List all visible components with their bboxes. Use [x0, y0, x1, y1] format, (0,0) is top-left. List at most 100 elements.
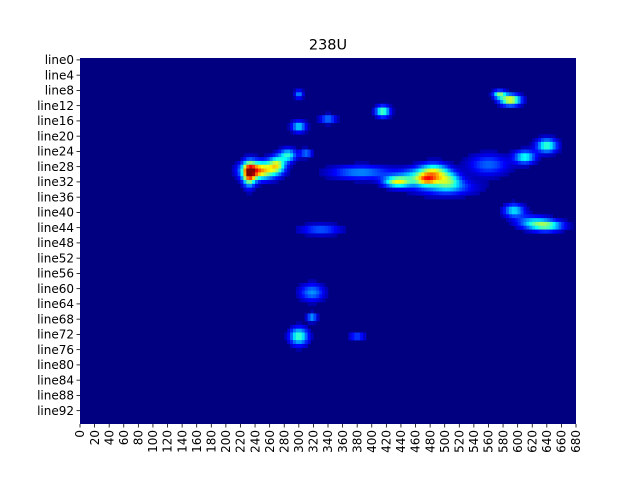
heatmap-cell [263, 157, 268, 162]
heatmap-cell [307, 282, 311, 288]
heatmap-cell [290, 164, 294, 169]
heatmap-cell [398, 180, 402, 185]
heatmap-cell [517, 99, 521, 105]
heatmap-cell [540, 145, 545, 150]
heatmap-cell [322, 168, 326, 173]
heatmap-cell [281, 176, 285, 181]
heatmap-cell [441, 180, 446, 185]
heatmap-cell [313, 221, 317, 227]
heatmap-cell [494, 172, 498, 177]
heatmap-cell [392, 180, 396, 185]
heatmap-cell [252, 180, 256, 185]
heatmap-cell [383, 103, 387, 108]
heatmap-cell [465, 183, 469, 188]
heatmap-cell [532, 145, 536, 150]
heatmap-cell [430, 176, 434, 181]
heatmap-cell [272, 172, 276, 177]
heatmap-cell [505, 99, 510, 105]
heatmap-cell [400, 180, 405, 185]
heatmap-cell [500, 210, 504, 215]
heatmap-cell [290, 160, 294, 166]
heatmap-cell [511, 221, 516, 227]
heatmap-cell [497, 176, 501, 181]
heatmap-cell [538, 229, 542, 234]
heatmap-cell [380, 107, 384, 112]
heatmap-cell [400, 187, 405, 192]
heatmap-cell [266, 164, 270, 169]
heatmap-cell [272, 153, 276, 158]
heatmap-cell [363, 160, 367, 166]
heatmap-cell [380, 164, 384, 169]
heatmap-cell [336, 115, 340, 120]
heatmap-cell [473, 183, 478, 188]
heatmap-cell [538, 214, 542, 219]
heatmap-cell [292, 157, 297, 162]
heatmap-cell [310, 149, 314, 154]
heatmap-cell [517, 225, 521, 230]
heatmap-cell [526, 145, 530, 150]
heatmap-cell [535, 225, 539, 230]
heatmap-cell [263, 153, 268, 158]
heatmap-cell [310, 229, 314, 234]
heatmap-cell [412, 180, 416, 185]
heatmap-cell [304, 149, 308, 154]
heatmap-cell [307, 294, 311, 299]
heatmap-cell [363, 168, 367, 173]
heatmap-cell [403, 164, 408, 169]
x-tick-label: 180 [204, 430, 218, 453]
heatmap-cell [307, 290, 311, 295]
heatmap-cell [298, 92, 303, 97]
heatmap-cell [287, 168, 291, 173]
heatmap-cell [272, 160, 276, 166]
heatmap-cell [307, 122, 311, 127]
heatmap-cell [529, 218, 533, 223]
heatmap-cell [345, 164, 349, 169]
heatmap-cell [377, 107, 381, 112]
heatmap-cell [517, 92, 521, 97]
heatmap-cell [491, 153, 495, 158]
heatmap-cell [231, 172, 235, 177]
heatmap-cell [546, 145, 551, 150]
heatmap-cell [488, 172, 492, 177]
heatmap-cell [468, 172, 472, 177]
y-tick-label: line84 [37, 373, 74, 387]
heatmap-cell [354, 168, 358, 173]
heatmap-cell [371, 180, 375, 185]
heatmap-cell [310, 302, 314, 307]
heatmap-cell [263, 160, 268, 166]
heatmap-cell [415, 168, 419, 173]
heatmap-cell [333, 119, 338, 124]
heatmap-cell [465, 164, 469, 169]
heatmap-cell [500, 168, 504, 173]
heatmap-cell [491, 172, 495, 177]
heatmap-cell [313, 313, 317, 318]
heatmap-cell [488, 149, 492, 154]
heatmap-cell [511, 164, 516, 169]
heatmap-cell [281, 172, 285, 177]
heatmap-cell [287, 172, 291, 177]
heatmap-cell [520, 103, 524, 108]
heatmap-cell [395, 187, 399, 192]
heatmap-cell [301, 157, 305, 162]
heatmap-cell [485, 183, 489, 188]
x-tick-label: 20 [88, 430, 102, 445]
heatmap-cell [292, 153, 297, 158]
heatmap-cell [412, 191, 416, 196]
heatmap-cell [260, 160, 265, 166]
heatmap-cell [400, 172, 405, 177]
heatmap-cell [348, 172, 352, 177]
x-tick-label: 520 [452, 430, 466, 453]
heatmap-cell [257, 164, 262, 169]
heatmap-cell [427, 164, 431, 169]
heatmap-cell [310, 317, 314, 322]
heatmap-cell [389, 183, 393, 188]
heatmap-cell [427, 183, 431, 188]
heatmap-cell [298, 149, 303, 154]
heatmap-cell [438, 160, 443, 166]
y-tick-label: line88 [37, 389, 74, 403]
heatmap-cell [310, 225, 314, 230]
heatmap-cell [255, 180, 259, 185]
heatmap-cell [377, 164, 381, 169]
heatmap-cell [500, 153, 504, 158]
heatmap-cell [284, 336, 288, 341]
